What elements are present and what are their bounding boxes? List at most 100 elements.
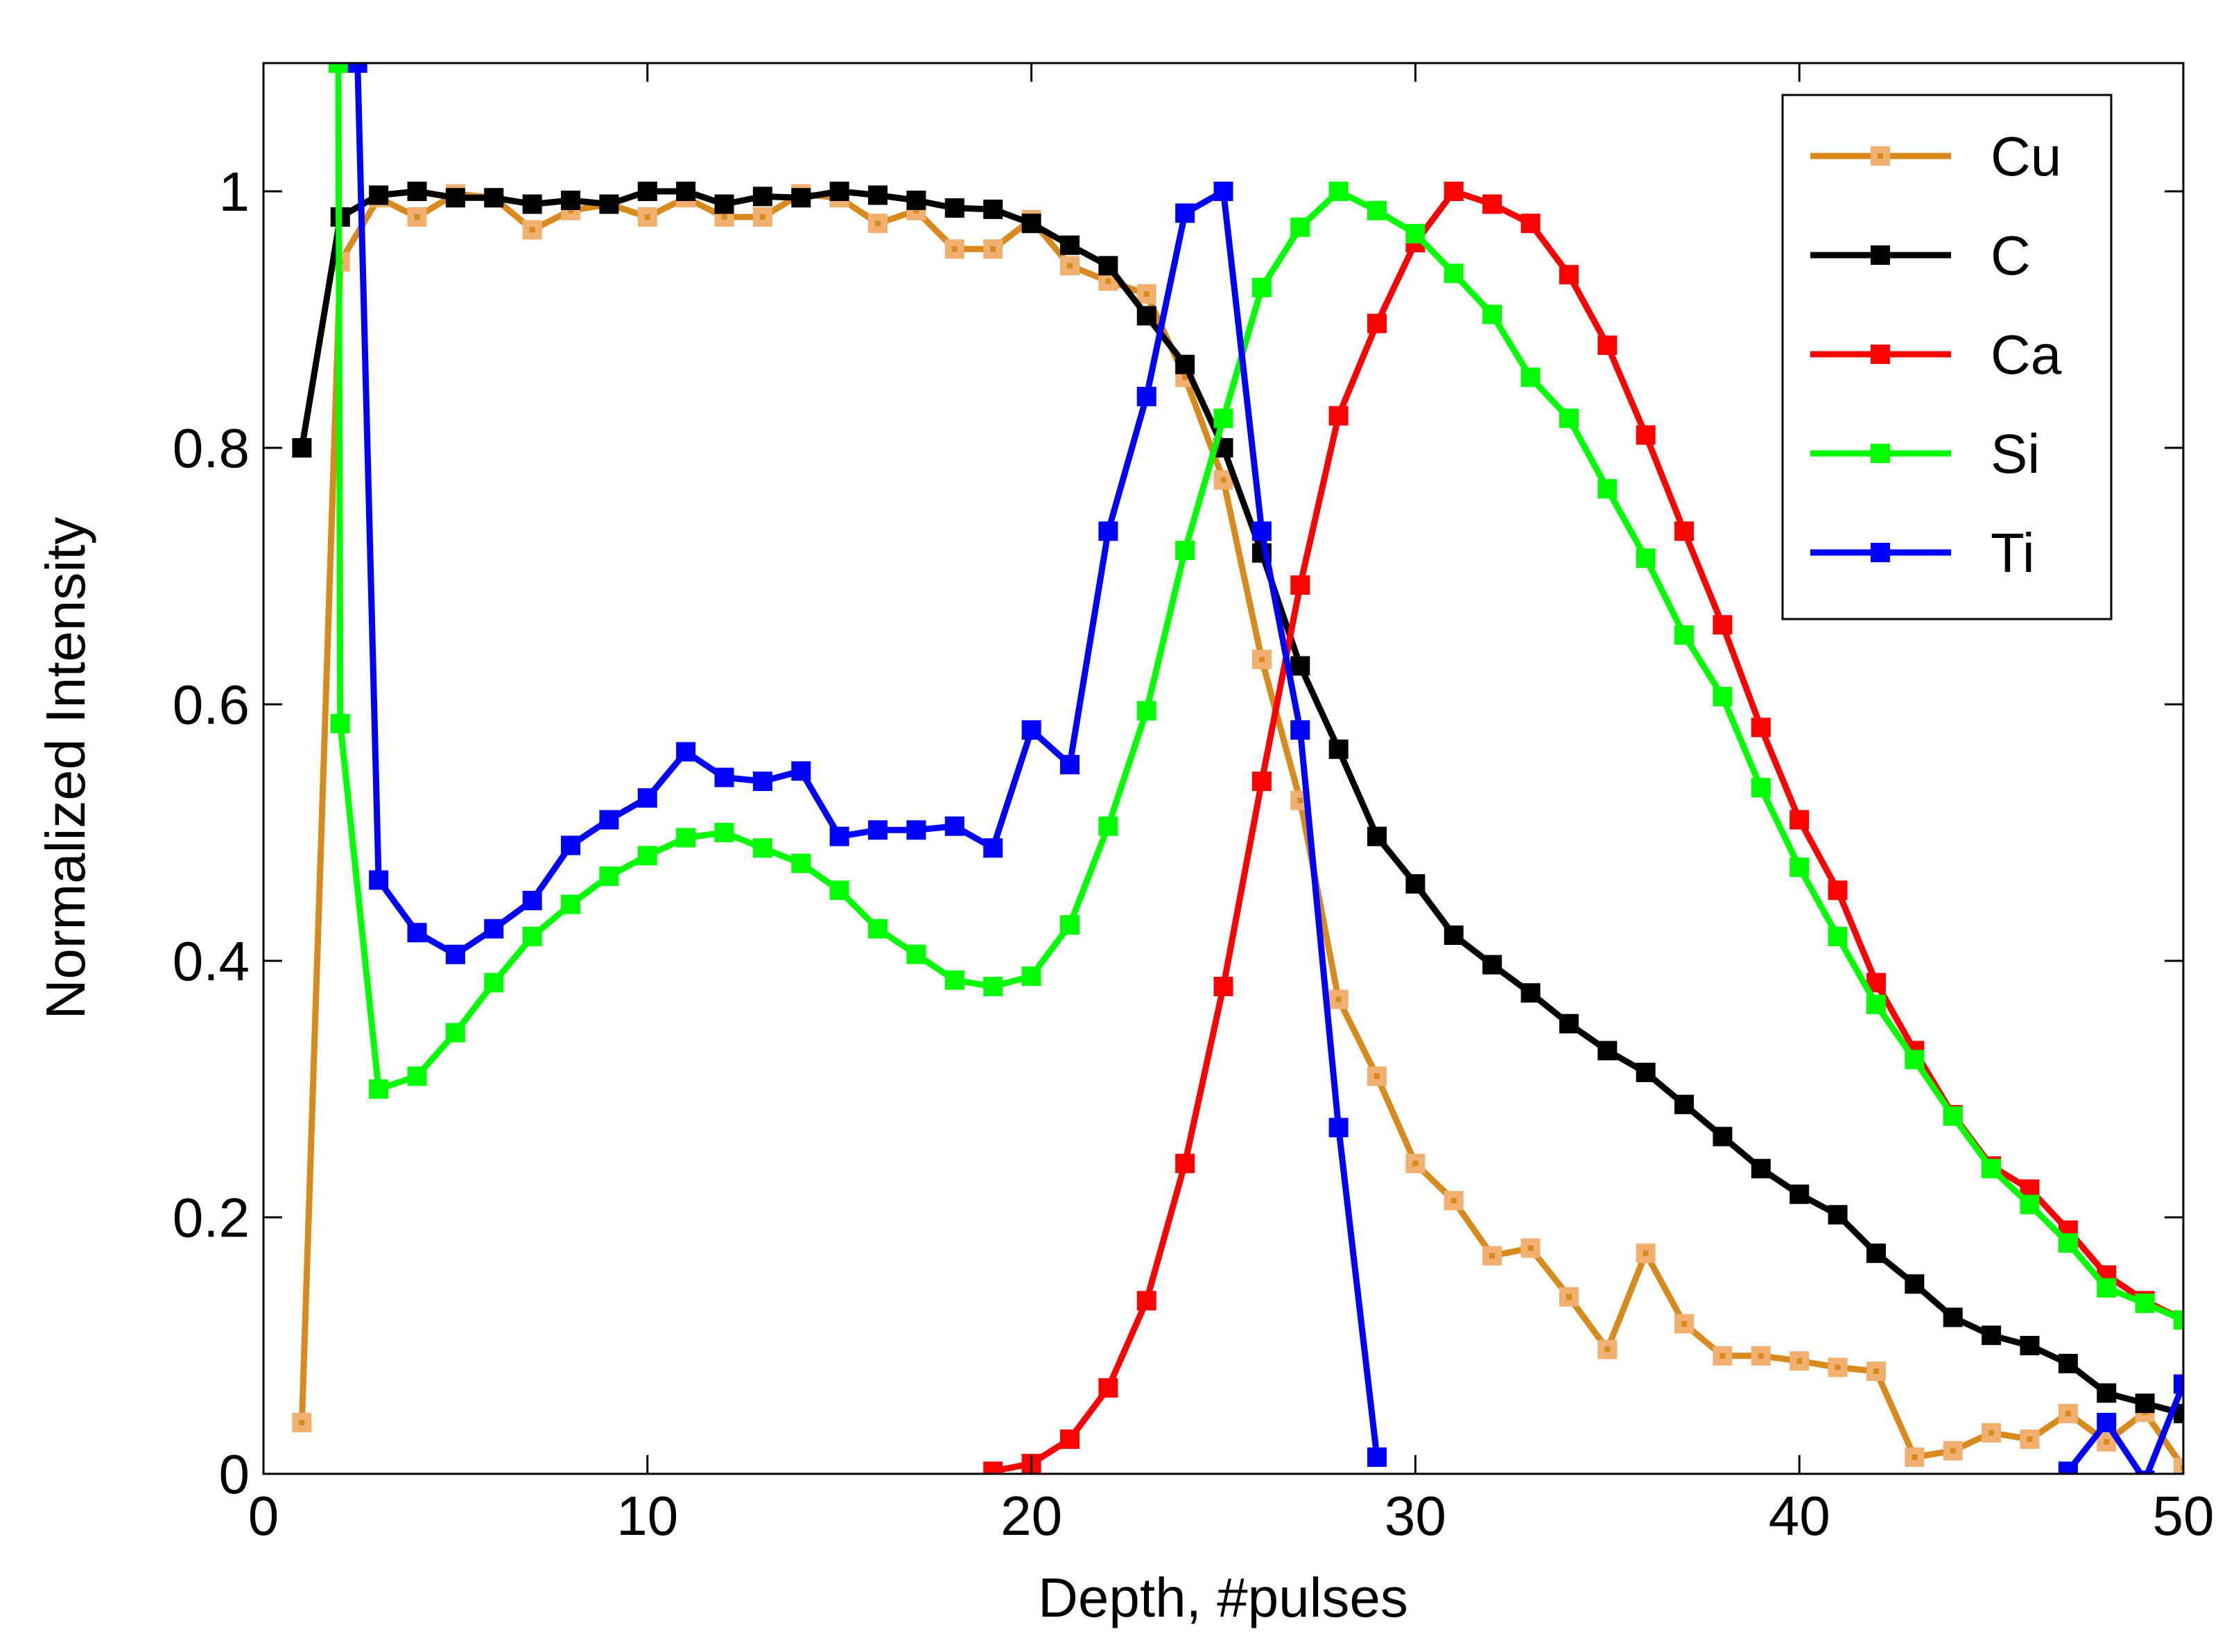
- data-point-ti: [1059, 754, 1080, 774]
- data-point-ca: [983, 1461, 1003, 1474]
- data-point-si: [791, 853, 811, 873]
- ticks-layer: 0 10 20 30 40 50 0 0.2 0.4 0.6 0.8 1: [173, 63, 2214, 1547]
- data-point-ti-tail: [2135, 1470, 2155, 1474]
- data-point-c: [1059, 235, 1080, 255]
- data-point-c: [1866, 1243, 1886, 1263]
- data-point-si: [407, 1066, 427, 1086]
- data-point-dot-cu: [1950, 1447, 1956, 1454]
- data-point-ti: [1328, 1118, 1349, 1138]
- data-point-ca: [1751, 718, 1771, 738]
- data-point-dot-cu: [644, 214, 650, 220]
- data-point-si: [906, 944, 926, 964]
- data-point-ca: [1098, 1378, 1118, 1398]
- data-point-si: [1674, 625, 1695, 645]
- data-point-si: [1559, 408, 1579, 428]
- data-point-si: [868, 919, 888, 939]
- data-point-ti: [347, 63, 367, 73]
- data-point-ti: [1136, 387, 1156, 406]
- data-point-ti: [522, 891, 542, 911]
- data-point-dot-cu: [414, 214, 420, 220]
- data-point-c: [561, 190, 581, 210]
- data-point-si: [983, 977, 1003, 996]
- data-point-dot-cu: [1988, 1429, 1995, 1436]
- data-point-si: [1790, 857, 1810, 877]
- series-line-ti: [354, 63, 1380, 1458]
- data-point-si: [1251, 277, 1272, 297]
- data-point-dot-cu: [1681, 1321, 1688, 1327]
- data-point-c: [1713, 1127, 1733, 1147]
- data-point-si: [637, 846, 657, 866]
- data-point-ti: [1290, 720, 1310, 740]
- data-point-c: [1444, 925, 1464, 945]
- data-point-ca: [1597, 336, 1618, 355]
- data-point-ti: [1175, 203, 1195, 223]
- data-point-c: [369, 185, 389, 205]
- data-point-si: [1828, 926, 1848, 946]
- legend-item-ti: Ti: [1810, 522, 2035, 584]
- data-point-dot-cu: [1220, 477, 1227, 483]
- data-point-si: [1098, 816, 1118, 836]
- legend-label-ca: Ca: [1991, 324, 2062, 385]
- data-point-si: [1290, 217, 1310, 237]
- data-point-si: [445, 1023, 465, 1043]
- data-point-ti: [445, 944, 465, 964]
- y-axis-title: Normalized Intensity: [35, 517, 96, 1020]
- data-point-c: [407, 182, 427, 201]
- y-tick-label: 0.8: [173, 417, 250, 479]
- data-point-ti: [407, 923, 427, 943]
- data-point-c: [1175, 354, 1195, 374]
- data-point-c: [2020, 1336, 2040, 1355]
- data-point-dot-cu: [568, 207, 574, 214]
- data-point-si: [1059, 915, 1080, 935]
- data-point-dot-cu: [1105, 278, 1111, 284]
- data-point-dot-cu: [1796, 1358, 1803, 1364]
- data-point-ti-tail: [2058, 1461, 2078, 1474]
- data-point-si: [752, 838, 772, 858]
- data-point-si: [2020, 1194, 2040, 1215]
- data-point-si: [1943, 1106, 1963, 1126]
- data-point-c: [1597, 1041, 1618, 1061]
- data-point-ca: [1251, 772, 1272, 791]
- data-point-c: [1520, 983, 1541, 1003]
- data-point-c: [1790, 1184, 1810, 1204]
- data-point-c: [1098, 256, 1118, 276]
- data-point-dot-cu: [1758, 1353, 1764, 1359]
- data-point-si: [369, 1079, 389, 1099]
- data-point-dot-cu: [951, 246, 957, 252]
- x-tick-label: 0: [248, 1485, 279, 1547]
- data-point-dot-cu: [299, 1420, 305, 1425]
- data-point-si: [1597, 479, 1618, 499]
- data-point-dot-cu: [1912, 1454, 1918, 1460]
- data-point-ca: [1367, 313, 1387, 333]
- data-point-ca: [1636, 425, 1656, 445]
- data-point-ti: [1251, 521, 1272, 541]
- data-point-ti: [714, 767, 734, 788]
- data-point-c: [1559, 1014, 1579, 1034]
- series-ti-tail: [2058, 1374, 2183, 1474]
- data-point-si: [1713, 686, 1733, 706]
- data-point-c: [2135, 1393, 2155, 1414]
- legend-item-ca: Ca: [1810, 324, 2062, 385]
- legend-item-si: Si: [1810, 423, 2040, 485]
- data-point-dot-cu: [1643, 1250, 1649, 1256]
- data-point-dot-cu: [1412, 1160, 1419, 1167]
- data-point-si: [1021, 966, 1041, 986]
- data-point-c: [1751, 1158, 1771, 1179]
- x-tick-label: 30: [1385, 1485, 1446, 1547]
- data-point-c: [983, 199, 1003, 219]
- data-point-c: [1328, 739, 1349, 759]
- data-point-c: [637, 182, 657, 201]
- series-layer: [292, 63, 2183, 1474]
- data-point-ti: [944, 816, 964, 836]
- data-point-ti: [676, 742, 696, 762]
- series-line-ti-tail: [2065, 1382, 2183, 1474]
- data-point-c: [1136, 306, 1156, 326]
- data-point-ti: [983, 838, 1003, 858]
- data-point-ti: [791, 761, 811, 781]
- plot-frame: [262, 62, 2185, 1475]
- legend-swatch-marker: [1871, 245, 1890, 265]
- data-point-si: [676, 828, 696, 848]
- data-point-si: [1136, 701, 1156, 721]
- data-point-c: [906, 190, 926, 210]
